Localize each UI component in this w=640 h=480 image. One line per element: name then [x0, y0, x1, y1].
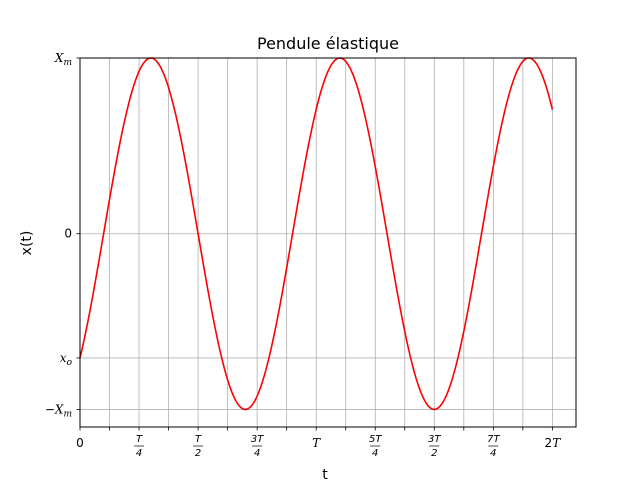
- x-tick-denominator: 2: [431, 448, 437, 459]
- x-tick-numerator: T: [136, 434, 143, 445]
- x-tick-label: 2T: [545, 436, 562, 450]
- x-tick-numerator: T: [195, 434, 202, 445]
- series-line: [79, 57, 554, 411]
- x-tick-label: 7T4: [487, 434, 500, 459]
- x-tick-label: 3T4: [251, 434, 264, 459]
- x-tick-label: 0: [76, 436, 84, 450]
- chart-title: Pendule élastique: [257, 34, 399, 53]
- x-axis-label: t: [322, 467, 328, 480]
- y-axis-label: x(t): [19, 231, 35, 256]
- series-layer: [79, 57, 554, 411]
- y-tick-label: Xm: [54, 51, 72, 68]
- y-axis-ticks: Xm 0 xo −Xm: [45, 51, 80, 419]
- x-tick-label: T: [312, 436, 321, 450]
- x-tick-denominator: 4: [254, 448, 260, 459]
- x-tick-label: 3T2: [428, 434, 441, 459]
- plot-frame: [79, 57, 577, 428]
- x-tick-label: T2: [193, 434, 204, 459]
- x-tick-numerator: 7T: [487, 434, 500, 445]
- x-tick-numerator: 3T: [251, 434, 264, 445]
- y-tick-label: xo: [60, 351, 73, 368]
- x-tick-label: 5T4: [369, 434, 382, 459]
- x-tick-numerator: 5T: [369, 434, 382, 445]
- x-tick-denominator: 2: [195, 448, 201, 459]
- x-tick-denominator: 4: [490, 448, 496, 459]
- y-tick-label: 0: [64, 227, 72, 241]
- x-tick-numerator: 3T: [428, 434, 441, 445]
- x-tick-label: T4: [134, 434, 145, 459]
- y-tick-label: −Xm: [45, 402, 72, 419]
- x-tick-denominator: 4: [136, 448, 142, 459]
- x-tick-denominator: 4: [372, 448, 378, 459]
